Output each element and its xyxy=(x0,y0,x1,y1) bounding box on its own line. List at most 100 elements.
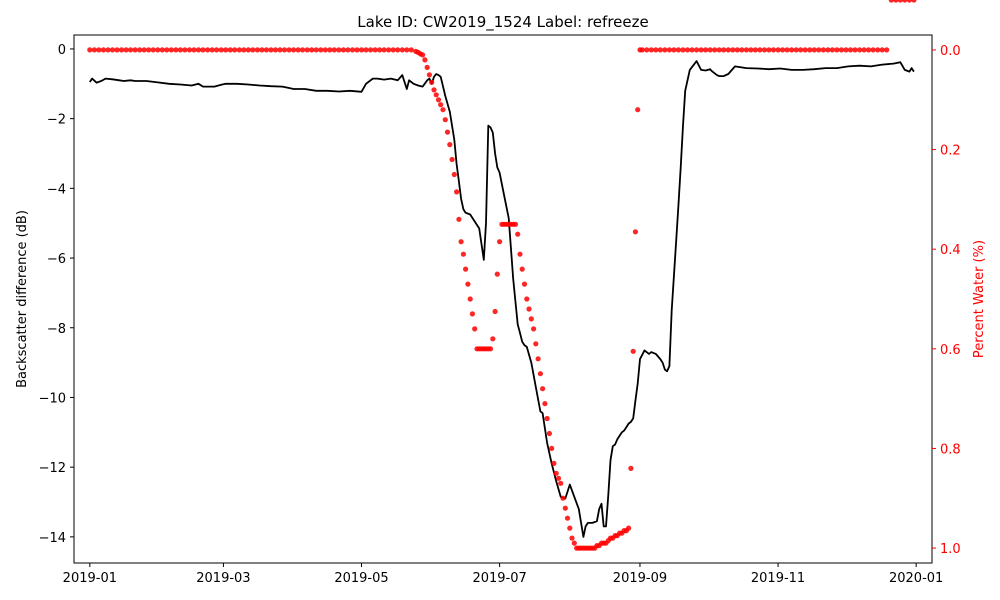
water-point xyxy=(739,47,745,53)
water-point xyxy=(866,47,872,53)
y-tick-label: −14 xyxy=(39,531,66,546)
water-point xyxy=(291,47,297,53)
backscatter-line xyxy=(89,60,915,538)
water-point xyxy=(87,47,93,53)
water-point xyxy=(349,47,356,53)
water-point xyxy=(694,47,700,53)
x-tick-label: 2019-07 xyxy=(472,571,526,586)
water-point xyxy=(447,142,453,148)
water-point xyxy=(214,47,220,53)
water-point xyxy=(707,47,713,53)
water-point xyxy=(304,47,310,53)
water-point xyxy=(368,47,374,53)
water-point xyxy=(630,348,636,354)
plot-frame xyxy=(73,34,933,564)
water-point xyxy=(395,47,401,53)
water-point xyxy=(132,47,138,53)
water-point xyxy=(467,296,473,302)
water-point xyxy=(721,47,727,53)
x-tick-label: 2019-11 xyxy=(751,571,805,586)
chart-title: Lake ID: CW2019_1524 Label: refreeze xyxy=(357,13,648,32)
x-tick-label: 2019-01 xyxy=(63,571,117,586)
water-point xyxy=(354,47,360,53)
water-point xyxy=(431,87,437,93)
y2-tick-label: 0.6 xyxy=(940,343,961,358)
y2-tick-label: 0.0 xyxy=(940,44,961,59)
water-point xyxy=(404,47,410,53)
water-point xyxy=(761,47,768,53)
water-point xyxy=(852,47,858,53)
water-point xyxy=(331,47,337,53)
water-point xyxy=(472,326,478,332)
water-point xyxy=(571,540,577,546)
water-point xyxy=(780,47,786,53)
y-tick-label: −4 xyxy=(47,182,66,197)
water-point xyxy=(725,47,731,53)
water-point xyxy=(191,47,197,53)
water-point xyxy=(519,266,525,272)
x-tick-label: 2019-03 xyxy=(196,571,250,586)
water-point xyxy=(487,346,494,352)
water-point xyxy=(816,47,822,53)
water-point xyxy=(793,47,799,53)
water-point xyxy=(807,47,813,53)
water-point xyxy=(784,47,790,53)
water-point xyxy=(164,47,170,53)
water-point xyxy=(277,47,283,53)
x-tick-label: 2020-01 xyxy=(889,571,943,586)
water-point xyxy=(829,47,836,53)
water-point xyxy=(263,47,269,53)
water-point xyxy=(227,47,233,53)
water-point xyxy=(363,47,369,53)
water-point xyxy=(680,47,686,53)
water-point xyxy=(250,47,256,53)
water-point xyxy=(838,47,845,53)
water-point xyxy=(517,251,523,257)
water-point xyxy=(424,64,430,70)
water-point xyxy=(300,47,306,53)
water-point xyxy=(435,97,442,103)
water-point xyxy=(626,525,632,531)
water-point xyxy=(218,47,224,53)
water-point xyxy=(544,415,550,422)
water-point xyxy=(440,107,446,113)
water-point xyxy=(420,52,426,58)
plot-area xyxy=(87,0,917,551)
water-point xyxy=(847,47,854,53)
water-point xyxy=(535,356,541,362)
water-point xyxy=(567,525,573,531)
water-point xyxy=(537,371,544,377)
water-point xyxy=(456,216,462,222)
water-point xyxy=(327,47,333,53)
water-point xyxy=(268,47,274,53)
water-point xyxy=(458,239,464,245)
y2-tick-label: 0.8 xyxy=(940,442,961,457)
water-point xyxy=(549,445,555,451)
water-point xyxy=(399,47,405,53)
water-point xyxy=(182,47,188,53)
water-point xyxy=(743,47,750,53)
y-axis-right: 0.0 0.2 0.4 0.6 0.8 1.0 xyxy=(932,44,961,557)
water-point xyxy=(286,47,292,53)
water-point xyxy=(451,171,457,178)
water-point xyxy=(569,535,575,541)
water-point xyxy=(281,47,288,53)
water-point xyxy=(906,0,912,3)
water-point xyxy=(168,47,174,53)
water-point xyxy=(469,311,475,317)
water-point xyxy=(870,47,876,53)
water-point xyxy=(345,47,351,53)
water-point xyxy=(309,47,315,53)
water-point xyxy=(662,47,668,53)
water-point xyxy=(105,47,111,53)
water-point xyxy=(635,107,641,113)
water-point xyxy=(146,47,152,53)
water-point xyxy=(444,129,451,135)
water-point xyxy=(802,47,808,53)
water-point xyxy=(372,47,378,53)
water-point xyxy=(109,47,116,53)
water-point xyxy=(336,47,342,53)
x-tick-label: 2019-09 xyxy=(613,571,667,586)
water-point xyxy=(429,79,435,85)
water-point xyxy=(223,47,229,53)
